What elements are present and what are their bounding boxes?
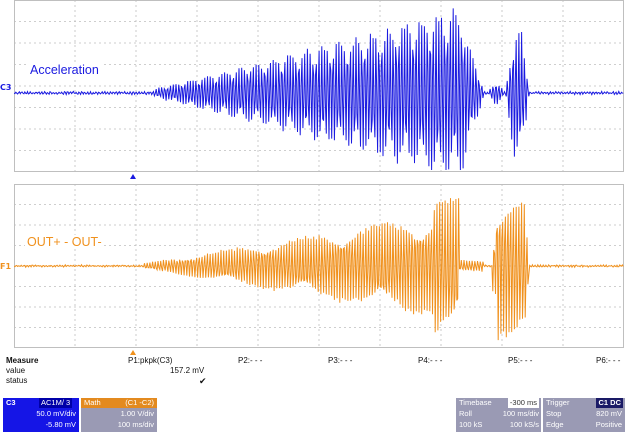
- math-name: Math: [84, 398, 101, 407]
- timebase-delay: -300 ms: [507, 398, 539, 408]
- acceleration-waveform-line: [14, 8, 624, 171]
- measure-p1-value: 157.2 mV: [170, 366, 205, 375]
- math-trace-label: OUT+ - OUT-: [25, 235, 104, 249]
- measure-param-p4[interactable]: P4:- - -: [418, 356, 443, 365]
- measure-param-p6[interactable]: P6:- - -: [596, 356, 621, 365]
- measure-value-label: value: [6, 366, 26, 375]
- trigger-descriptor[interactable]: Trigger C1 DC Stop 820 mV Edge Positive: [543, 398, 625, 432]
- channel-c3-vdiv: 50.0 mV/div: [36, 409, 76, 418]
- timebase-label: Timebase: [459, 398, 492, 407]
- timebase-descriptor[interactable]: Timebase -300 ms Roll 100 ms/div 100 kS …: [456, 398, 541, 432]
- trigger-position-marker-bottom[interactable]: [130, 350, 136, 355]
- math-waveform-line: [14, 198, 624, 341]
- measure-title: Measure: [6, 356, 39, 365]
- measure-param-p5[interactable]: P5:- - -: [508, 356, 533, 365]
- math-vdiv: 1.00 V/div: [120, 409, 154, 418]
- acceleration-waveform: [14, 0, 624, 172]
- acceleration-trace-panel[interactable]: Acceleration: [14, 0, 624, 172]
- measure-status-label: status: [6, 376, 28, 385]
- channel-c3-offset: -5.80 mV: [45, 420, 76, 429]
- trigger-type: Edge: [546, 420, 564, 429]
- trigger-source: C1 DC: [596, 398, 623, 408]
- timebase-rate: 100 kS/s: [509, 420, 539, 429]
- math-trace-panel[interactable]: OUT+ - OUT-: [14, 184, 624, 348]
- channel-c3-name: C3: [6, 398, 16, 407]
- acceleration-trace-label: Acceleration: [28, 63, 101, 77]
- channel-c3-descriptor[interactable]: C3 AC1M/ 3 50.0 mV/div -5.80 mV: [3, 398, 79, 432]
- timebase-mode: Roll: [459, 409, 472, 418]
- measure-param-p1[interactable]: P1:pkpk(C3): [128, 356, 173, 365]
- math-tdiv: 100 ms/div: [117, 420, 154, 429]
- measure-param-p2[interactable]: P2:- - -: [238, 356, 263, 365]
- measure-table: Measure value status P1:pkpk(C3) P2:- - …: [0, 356, 628, 396]
- trigger-position-marker-top[interactable]: [130, 174, 136, 179]
- trigger-label: Trigger: [546, 398, 570, 407]
- trigger-mode: Stop: [546, 409, 562, 418]
- trigger-level: 820 mV: [596, 409, 622, 418]
- math-descriptor[interactable]: Math (C1 -C2) 1.00 V/div 100 ms/div: [81, 398, 157, 432]
- math-formula: (C1 -C2): [125, 398, 154, 407]
- channel-f1-marker[interactable]: F1: [0, 262, 12, 271]
- channel-c3-coupling: AC1M/ 3: [39, 398, 73, 408]
- timebase-samples: 100 kS: [459, 420, 483, 429]
- check-icon: ✔: [199, 376, 207, 386]
- timebase-tdiv: 100 ms/div: [502, 409, 539, 418]
- channel-c3-marker[interactable]: C3: [0, 83, 12, 92]
- math-waveform: [14, 184, 624, 348]
- trigger-slope: Positive: [595, 420, 622, 429]
- measure-param-p3[interactable]: P3:- - -: [328, 356, 353, 365]
